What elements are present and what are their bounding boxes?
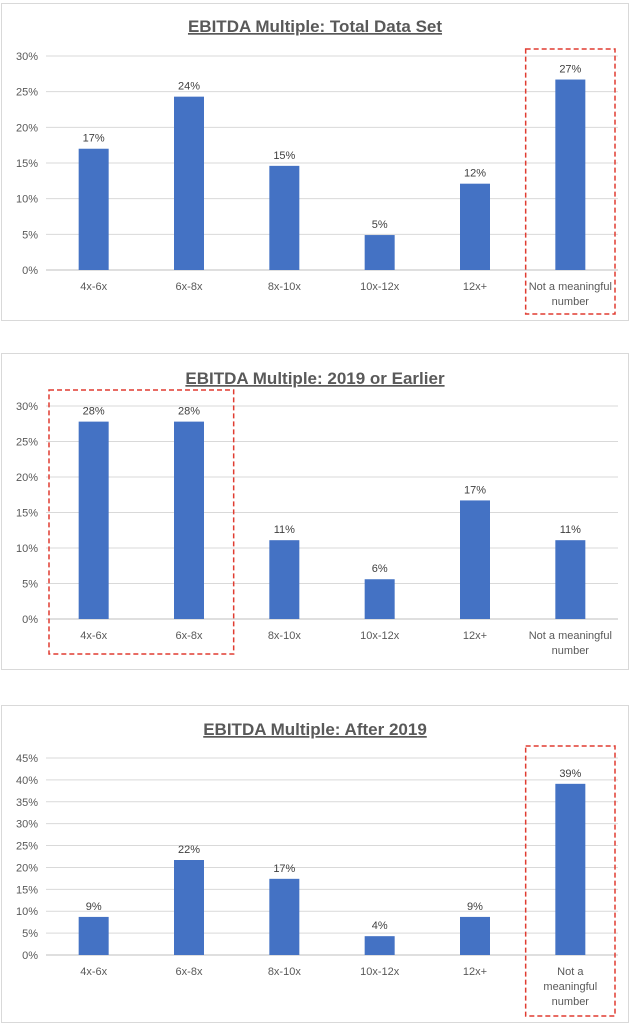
highlight-box — [48, 389, 235, 655]
bar — [555, 79, 586, 270]
bar — [364, 235, 395, 270]
data-label: 12% — [464, 168, 486, 180]
highlight-box — [524, 745, 616, 1017]
y-tick-label: 25% — [16, 87, 38, 99]
chart-after-2019: EBITDA Multiple: After 2019 0% 5% 10% 15% 20%… — [16, 720, 618, 1017]
category-label: 8x-10x — [268, 281, 302, 293]
category-label: 6x-8x — [176, 966, 203, 978]
chart-panel-2019-or-earlier: EBITDA Multiple: 2019 or Earlier 0% 5% 10% 1… — [1, 353, 629, 670]
y-tick-label: 15% — [16, 158, 38, 170]
data-label: 11% — [560, 524, 581, 536]
chart-panel-after-2019: EBITDA Multiple: After 2019 0% 5% 10% 15% 20%… — [1, 705, 629, 1023]
y-tick-label: 0% — [22, 614, 38, 626]
chart-total-data-set: EBITDA Multiple: Total Data Set 0% 5% 10% 15… — [16, 17, 618, 315]
chart-title: EBITDA Multiple: 2019 or Earlier — [185, 369, 445, 388]
bar — [555, 540, 586, 619]
category-label: 6x-8x — [176, 630, 203, 642]
data-label: 24% — [178, 81, 200, 93]
category-label: Not a meaningful number — [543, 966, 597, 1008]
y-tick-label: 0% — [22, 950, 38, 962]
bar — [269, 878, 300, 955]
category-label: Not a meaningful number — [529, 630, 612, 657]
category-label: 10x-12x — [360, 966, 400, 978]
bar — [460, 916, 490, 955]
data-label: 15% — [273, 150, 295, 162]
bar — [78, 148, 109, 270]
y-tick-label: 5% — [22, 928, 38, 940]
data-label: 9% — [86, 901, 102, 913]
category-label: 12x+ — [463, 966, 487, 978]
bar — [174, 421, 204, 619]
category-label: 8x-10x — [268, 966, 302, 978]
y-tick-label: 35% — [16, 797, 38, 809]
y-tick-label: 15% — [16, 884, 38, 896]
category-label: 12x+ — [463, 630, 487, 642]
y-tick-label: 20% — [16, 862, 38, 874]
y-tick-label: 15% — [16, 508, 38, 520]
category-label: 10x-12x — [360, 281, 400, 293]
data-label: 17% — [83, 133, 105, 145]
category-label: Not a meaningful number — [529, 281, 612, 308]
y-tick-label: 20% — [16, 472, 38, 484]
highlight-box — [524, 48, 616, 315]
bar — [460, 500, 490, 619]
data-label: 28% — [83, 406, 105, 418]
data-label: 39% — [559, 768, 581, 780]
bar — [174, 96, 204, 270]
bar — [555, 783, 586, 955]
y-tick-label: 10% — [16, 543, 38, 555]
data-label: 28% — [178, 406, 200, 418]
y-tick-label: 30% — [16, 819, 38, 831]
y-tick-label: 5% — [22, 229, 38, 241]
category-label: 4x-6x — [80, 966, 107, 978]
data-label: 27% — [559, 64, 581, 76]
data-label: 6% — [372, 563, 388, 575]
data-label: 4% — [372, 920, 388, 932]
data-label: 9% — [467, 901, 483, 913]
bar — [269, 165, 300, 270]
category-label: 4x-6x — [80, 281, 107, 293]
bar — [460, 183, 490, 270]
y-tick-label: 30% — [16, 51, 38, 63]
data-label: 11% — [274, 524, 295, 536]
bar — [78, 916, 109, 955]
data-label: 17% — [464, 484, 486, 496]
bar — [78, 421, 109, 619]
data-label: 22% — [178, 844, 200, 856]
category-label: 12x+ — [463, 281, 487, 293]
bar — [364, 936, 395, 955]
chart-title: EBITDA Multiple: Total Data Set — [188, 17, 442, 36]
category-label: 4x-6x — [80, 630, 107, 642]
y-tick-label: 10% — [16, 194, 38, 206]
y-tick-label: 25% — [16, 841, 38, 853]
category-label: 8x-10x — [268, 630, 302, 642]
bar — [269, 540, 300, 619]
y-tick-label: 25% — [16, 437, 38, 449]
y-tick-label: 0% — [22, 265, 38, 277]
data-label: 17% — [273, 863, 295, 875]
y-tick-label: 10% — [16, 906, 38, 918]
chart-title: EBITDA Multiple: After 2019 — [203, 720, 427, 739]
y-tick-label: 5% — [22, 579, 38, 591]
bar — [174, 860, 204, 955]
chart-2019-or-earlier: EBITDA Multiple: 2019 or Earlier 0% 5% 10% 1… — [16, 369, 618, 657]
y-tick-label: 40% — [16, 775, 38, 787]
y-tick-label: 30% — [16, 401, 38, 413]
y-tick-label: 20% — [16, 122, 38, 134]
bar — [364, 579, 395, 619]
y-tick-label: 45% — [16, 753, 38, 765]
chart-panel-total: EBITDA Multiple: Total Data Set 0% 5% 10% 15… — [1, 3, 629, 321]
category-label: 10x-12x — [360, 630, 400, 642]
category-label: 6x-8x — [176, 281, 203, 293]
data-label: 5% — [372, 219, 388, 231]
